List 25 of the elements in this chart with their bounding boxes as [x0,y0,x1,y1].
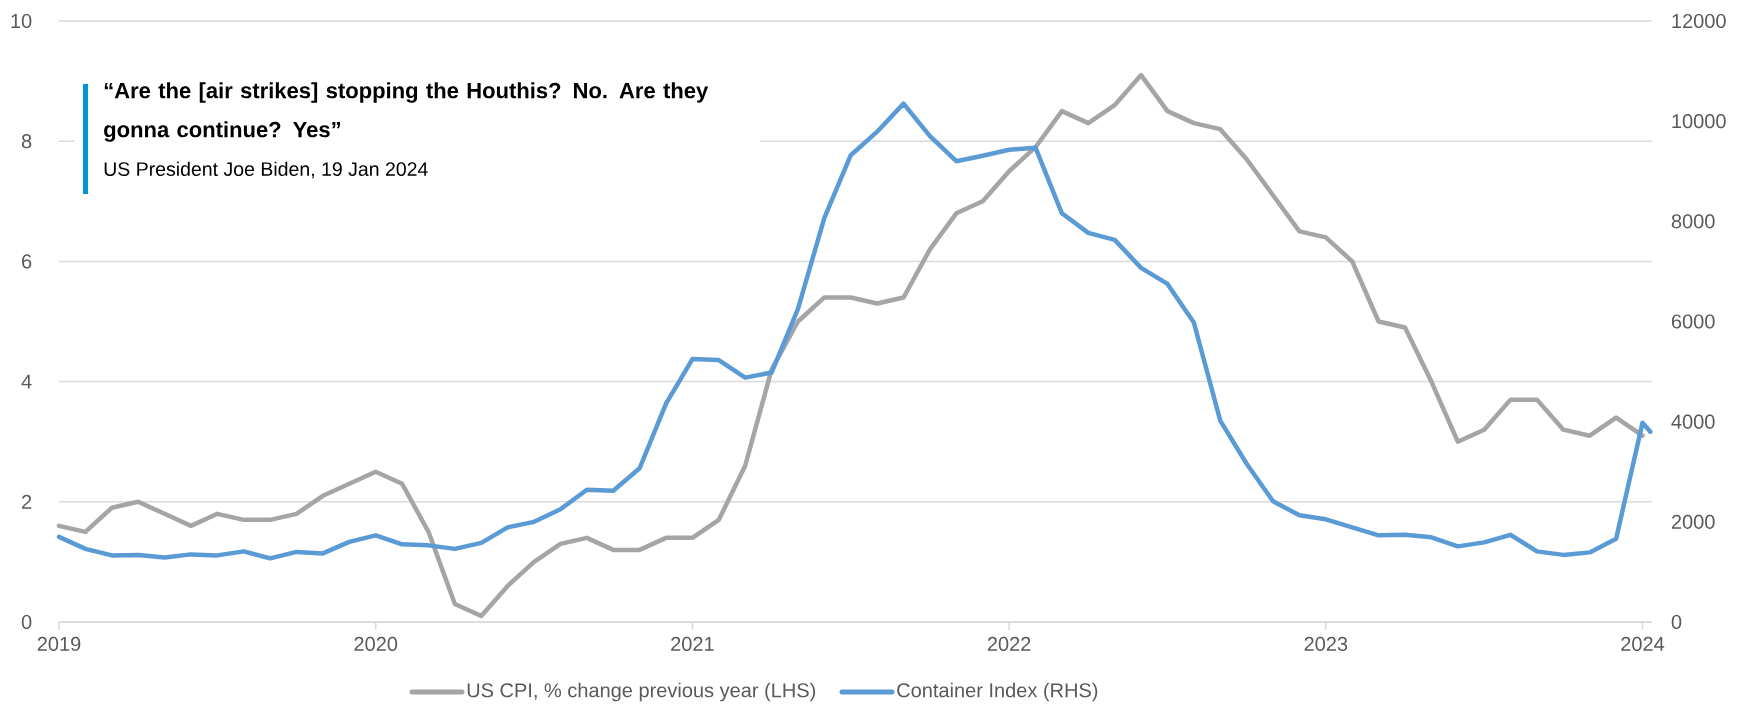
x-tick-label: 2021 [671,636,714,652]
y-tick-label: 0 [21,614,32,630]
y2-tick-label: 6000 [1671,314,1715,329]
y2-tick-label: 2000 [1671,514,1715,529]
x-tick-label: 2020 [354,636,398,652]
y-tick-label: 2 [22,494,32,509]
annotation: “Are the [air strikes] stopping the Houthis? No. Are they gonna continue? Yes” [104,82,709,142]
y2-tick-label: 4000 [1671,414,1715,429]
y2-tick-label: 12000 [1672,13,1726,29]
y-tick-label: 8 [21,134,32,149]
line-series [56,101,1653,561]
legend-label: US CPI, % change previous year (LHS) [467,682,816,702]
x-tick-label: 2019 [37,636,81,652]
y2-tick-label: 0 [1671,614,1682,630]
y-tick-label: 4 [21,374,32,389]
y-tick-label: 6 [22,254,32,269]
x-tick-label: 2022 [987,636,1031,652]
legend-label: Container Index (RHS) [897,682,1098,702]
line-series [56,72,1645,619]
annotation: US President Joe Biden, 19 Jan 2024 [104,161,428,179]
x-tick-label: 2024 [1621,636,1665,652]
x-tick-label: 2023 [1304,636,1348,652]
y2-tick-label: 8000 [1671,214,1715,229]
y-tick-label: 10 [11,13,32,29]
y2-tick-label: 10000 [1672,114,1726,129]
